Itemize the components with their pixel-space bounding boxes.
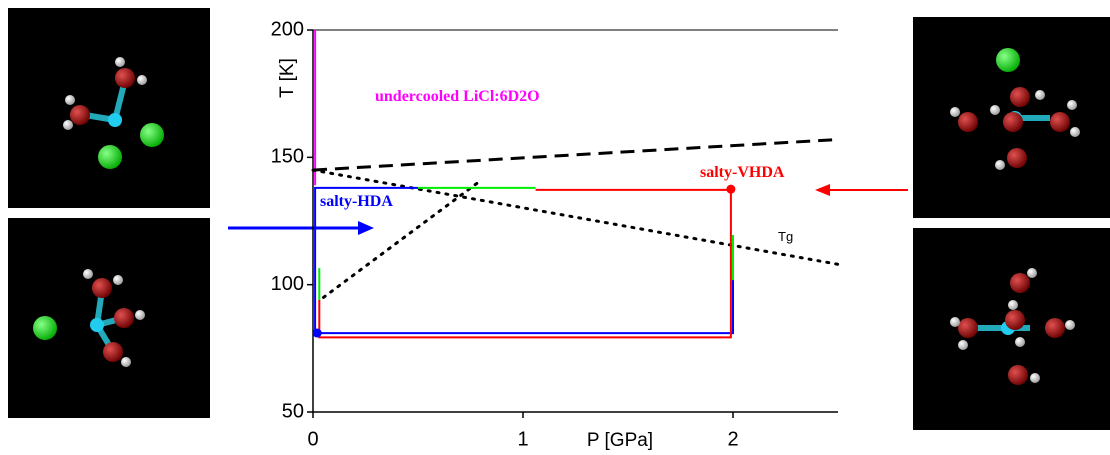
point bbox=[726, 185, 735, 194]
x-tick-label: 0 bbox=[307, 428, 318, 450]
arrow bbox=[815, 184, 908, 196]
arrow bbox=[228, 221, 374, 235]
annotation: Tg bbox=[778, 229, 793, 244]
x-tick-label: 1 bbox=[517, 428, 528, 450]
annotation: undercooled LiCl:6D2O bbox=[375, 88, 540, 105]
chart: T [K] P [GPa] undercooled LiCl:6D2O salt… bbox=[0, 0, 1110, 455]
annotation: salty-HDA bbox=[320, 193, 393, 210]
y-tick-label: 50 bbox=[282, 400, 304, 422]
y-axis-label: T [K] bbox=[277, 58, 298, 98]
line bbox=[319, 190, 731, 338]
molecule-image bbox=[913, 228, 1110, 430]
y-tick-label: 100 bbox=[271, 273, 304, 295]
molecule-image bbox=[8, 8, 210, 208]
x-tick-label: 2 bbox=[727, 428, 738, 450]
y-tick-label: 150 bbox=[271, 146, 304, 168]
x-axis-label: P [GPa] bbox=[587, 430, 653, 451]
y-tick-label: 200 bbox=[271, 18, 304, 40]
point bbox=[313, 329, 322, 338]
molecule-image bbox=[8, 218, 210, 418]
line bbox=[313, 170, 838, 264]
annotation: salty-VHDA bbox=[700, 164, 785, 181]
molecule-image bbox=[913, 17, 1110, 218]
